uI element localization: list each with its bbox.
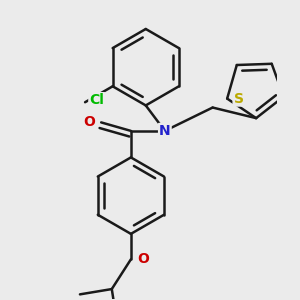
Text: N: N [159, 124, 171, 138]
Text: Cl: Cl [89, 93, 104, 107]
Text: S: S [233, 92, 244, 106]
Text: O: O [83, 116, 95, 129]
Text: O: O [137, 252, 149, 266]
